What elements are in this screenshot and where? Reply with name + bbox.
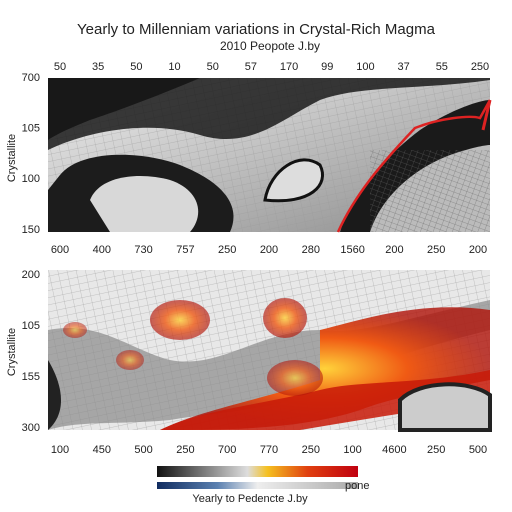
y-label: Crystallite xyxy=(6,134,18,182)
axis-label: 155 xyxy=(22,371,40,383)
title: Yearly to Millenniam variations in Cryst… xyxy=(77,21,436,38)
axis-label: 250 xyxy=(427,444,445,456)
axis-label: 500 xyxy=(469,444,487,456)
panel-bottom xyxy=(48,270,492,432)
axis-label: 170 xyxy=(280,61,298,73)
axis-label: 200 xyxy=(260,244,278,256)
axis-label: 450 xyxy=(93,444,111,456)
panel-top xyxy=(48,78,492,233)
axis-label: 500 xyxy=(134,444,152,456)
colorbar-label: Yearly to Pedencte J.by xyxy=(192,493,308,505)
axis-label: 100 xyxy=(343,444,361,456)
colorbar xyxy=(157,482,358,489)
axis-label: 150 xyxy=(22,224,40,236)
axis-label: 105 xyxy=(22,123,40,135)
axis-label: 757 xyxy=(176,244,194,256)
y-label: Crystallite xyxy=(6,328,18,376)
axis-label: 300 xyxy=(22,422,40,434)
axis-label: 50 xyxy=(54,61,66,73)
axis-label: 200 xyxy=(385,244,403,256)
axis-label: 600 xyxy=(51,244,69,256)
axis-label: 100 xyxy=(51,444,69,456)
axis-label: 400 xyxy=(93,244,111,256)
axis-label: 50 xyxy=(207,61,219,73)
axis-label: 35 xyxy=(92,61,104,73)
axis-label: 50 xyxy=(130,61,142,73)
axis-label: 99 xyxy=(321,61,333,73)
axis-label: 730 xyxy=(134,244,152,256)
axis-label: 250 xyxy=(176,444,194,456)
axis-label: 1560 xyxy=(340,244,364,256)
axis-label: 37 xyxy=(398,61,410,73)
axis-label: 700 xyxy=(22,72,40,84)
axis-label: 10 xyxy=(168,61,180,73)
axis-label: 57 xyxy=(245,61,257,73)
axis-label: 55 xyxy=(436,61,448,73)
colorbar xyxy=(157,466,358,477)
axis-label: 250 xyxy=(427,244,445,256)
axis-label: 700 xyxy=(218,444,236,456)
axis-label: 4600 xyxy=(382,444,406,456)
axis-label: 200 xyxy=(22,269,40,281)
subtitle: 2010 Peopote J.by xyxy=(220,39,320,53)
axis-label: 100 xyxy=(356,61,374,73)
axis-label: 280 xyxy=(302,244,320,256)
axis-label: 770 xyxy=(260,444,278,456)
axis-label: 250 xyxy=(218,244,236,256)
colorbar-side-label: pone xyxy=(345,480,369,492)
axis-label: 100 xyxy=(22,173,40,185)
axis-label: 250 xyxy=(302,444,320,456)
axis-label: 250 xyxy=(471,61,489,73)
axis-label: 105 xyxy=(22,320,40,332)
axis-label: 200 xyxy=(469,244,487,256)
